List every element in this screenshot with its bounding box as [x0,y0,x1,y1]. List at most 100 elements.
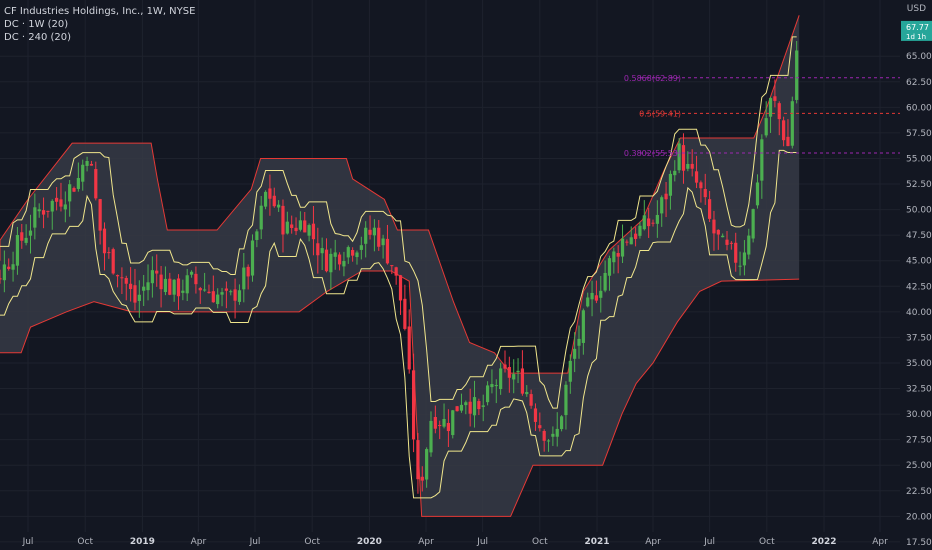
candle-body-39 [120,277,124,279]
candle-body-82 [307,225,311,236]
candle-body-80 [298,220,302,230]
candle-body-24 [55,197,59,202]
candle-body-63 [224,288,228,291]
candle-body-26 [63,204,67,210]
candle-body-163 [660,197,664,214]
candle-body-157 [633,233,638,239]
outer-upper-band [0,15,800,374]
price-tag-bg [901,20,932,41]
candle-body-138 [551,433,555,437]
candle-body-103 [398,275,403,301]
candle-body-40 [124,277,128,284]
time-axis[interactable]: Jul Oct 2019 Apr Jul Oct 2020 Apr Jul Oct 2021 Apr J… [22,537,889,547]
candle-body-73 [268,188,272,199]
time-tick-8: Jul [476,537,488,547]
candle-body-109 [425,449,429,480]
price-tick-7: 35.00 [906,359,932,369]
candle-body-34 [98,199,102,231]
candle-body-132 [525,392,529,395]
candle-body-68 [246,266,250,277]
candle-body-23 [50,200,54,212]
candle-body-35 [102,228,107,254]
indicator-240[interactable]: DC · 240 (20) [4,32,72,43]
candles [0,36,799,499]
time-tick-7: Apr [418,537,434,547]
candle-body-178 [725,239,729,245]
price-tick-4: 27.50 [906,436,932,446]
candle-body-94 [359,245,363,250]
candle-body-66 [237,290,242,302]
price-tick-6: 32.50 [906,385,932,395]
price-tick-10: 42.50 [906,282,932,292]
candle-body-90 [342,261,346,267]
candle-body-181 [738,265,742,267]
candle-body-180 [734,242,738,263]
time-tick-11: Apr [645,537,661,547]
price-axis-bg [900,0,932,550]
candle-body-119 [468,401,472,414]
candle-body-111 [433,417,437,429]
time-tick-2: 2019 [130,537,155,547]
level-label-0: 0.5868(62.89) [624,74,681,83]
candle-body-140 [559,416,564,430]
candle-body-156 [629,237,633,245]
candle-body-179 [729,242,733,244]
candle-body-14 [11,264,15,270]
candle-body-13 [7,266,11,269]
candle-body-25 [59,199,63,207]
candle-body-173 [703,189,707,198]
candle-body-45 [146,282,150,291]
candle-body-129 [512,374,516,380]
candle-body-92 [351,249,355,256]
candle-body-83 [311,223,316,240]
candle-body-44 [142,286,146,291]
candle-body-56 [194,273,198,285]
candle-body-150 [603,272,607,291]
candle-body-137 [546,440,551,442]
candle-body-32 [89,163,94,166]
symbol-title[interactable]: CF Industries Holdings, Inc., 1W, NYSE [4,6,196,17]
candle-body-190 [777,103,781,120]
candle-body-146 [586,297,590,307]
candle-body-188 [768,98,773,117]
candle-body-116 [455,406,459,412]
price-tick-12: 47.50 [906,231,932,241]
candle-body-49 [163,278,168,293]
candle-body-27 [68,184,72,202]
candle-body-105 [407,326,411,370]
candle-body-160 [647,218,651,227]
price-tick-15: 55.00 [906,154,932,164]
candle-body-11 [0,278,2,280]
candle-body-117 [459,404,464,411]
candle-body-170 [690,163,694,169]
price-tick-18: 62.50 [906,78,932,88]
candle-body-169 [686,163,690,169]
candle-body-75 [277,204,281,208]
candle-body-192 [786,136,790,147]
candle-body-187 [764,118,768,136]
candle-body-133 [529,394,533,406]
candle-body-81 [303,220,307,233]
candle-body-36 [107,252,111,254]
time-tick-15: Apr [872,537,888,547]
candle-body-177 [721,235,725,238]
indicator-weekly[interactable]: DC · 1W (20) [4,19,69,30]
candle-body-30 [81,164,85,182]
time-tick-5: Oct [304,537,320,547]
candle-body-65 [233,289,237,301]
candle-body-91 [346,247,350,258]
candle-body-125 [494,384,498,387]
price-tick-1: 20.00 [906,512,932,522]
candle-body-19 [33,207,37,228]
candle-body-50 [168,278,172,295]
candle-body-121 [477,401,481,410]
candle-body-78 [290,224,294,228]
candle-body-29 [76,178,80,189]
price-tick-5: 30.00 [906,410,932,420]
candle-body-60 [211,291,215,303]
price-tick-8: 37.50 [906,333,932,343]
price-axis[interactable]: 17.50 20.00 22.50 25.00 27.50 30.00 32.50 35.00… [900,0,932,550]
candle-body-95 [364,227,368,244]
candle-body-51 [172,279,176,295]
